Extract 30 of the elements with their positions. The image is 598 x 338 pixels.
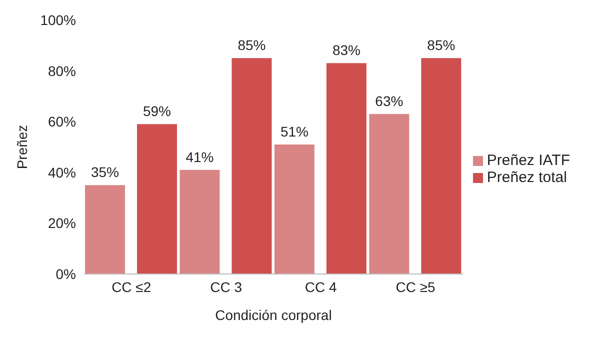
x-tick-label: CC ≤2 bbox=[112, 278, 152, 295]
data-label: 59% bbox=[142, 103, 172, 120]
bar bbox=[326, 63, 366, 274]
data-label: 83% bbox=[332, 42, 360, 58]
bar bbox=[421, 58, 462, 274]
bar bbox=[85, 185, 125, 274]
bar bbox=[369, 114, 410, 274]
y-tick-label: 60% bbox=[48, 114, 76, 130]
x-tick-label: CC 3 bbox=[210, 278, 242, 295]
data-label: 85% bbox=[238, 37, 266, 54]
data-label: 51% bbox=[280, 123, 308, 140]
data-label: 63% bbox=[375, 92, 404, 109]
y-tick-label: 40% bbox=[48, 164, 76, 180]
data-label: 85% bbox=[427, 37, 456, 54]
bar bbox=[137, 124, 177, 274]
data-label: 41% bbox=[186, 148, 214, 165]
legend-label: Preñez IATF bbox=[486, 152, 570, 169]
y-axis-title: Preñez bbox=[14, 124, 30, 170]
bar bbox=[232, 58, 272, 274]
data-label: 35% bbox=[90, 164, 120, 180]
y-tick-label: 100% bbox=[40, 12, 76, 28]
y-tick-label: 80% bbox=[48, 62, 76, 79]
y-tick-label: 20% bbox=[48, 215, 76, 232]
bar bbox=[180, 170, 220, 274]
x-tick-label: CC ≥5 bbox=[396, 278, 436, 295]
bar bbox=[274, 144, 314, 274]
y-tick-label: 0% bbox=[56, 266, 76, 282]
legend-label: Preñez total bbox=[486, 169, 567, 186]
x-axis-title: Condición corporal bbox=[215, 307, 332, 323]
x-tick-label: CC 4 bbox=[304, 278, 337, 295]
